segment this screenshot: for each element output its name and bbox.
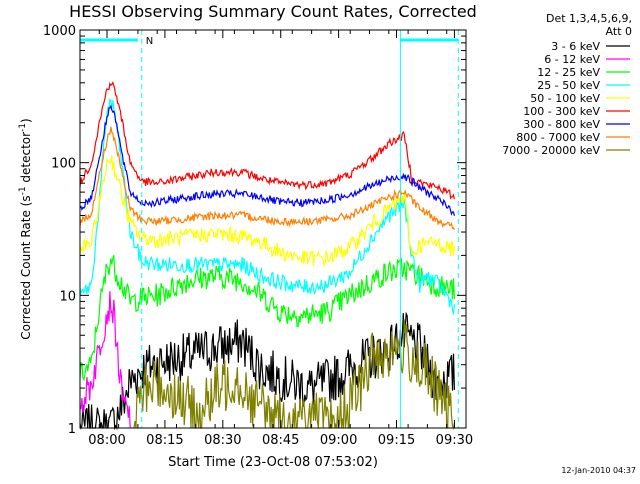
y-axis-label: Corrected Count Rate (s-1 detector-1) [18,118,33,339]
legend-header-line-1: Det 1,3,4,5,6,9, [546,12,632,25]
x-tick-label-4: 08:45 [262,433,299,448]
y-axis-label-part-3: ) [19,118,33,123]
legend-label-4: 25 - 50 keV [537,79,600,92]
y-axis-label-part-2: detector [19,132,33,187]
night-label: N [146,36,153,47]
axis-layer: 08:00 08:15 08:30 08:45 09:00 09:15 09:30 1 10 10… [43,24,473,448]
legend-label-6: 100 - 300 keV [523,105,600,118]
y-tick-label-2: 10 [59,289,76,304]
series-line-300-800-kev [79,104,455,216]
series-line-6-12-kev [79,291,131,429]
y-tick-label-3: 100 [51,157,76,172]
y-axis-label-part-1: Corrected Count Rate (s [19,195,33,339]
legend-label-3: 12 - 25 keV [537,66,600,79]
series-line-50-100-kev [79,155,455,268]
series-line-100-300-kev [79,81,455,200]
legend-label-8: 800 - 7000 keV [516,131,600,144]
x-tick-label-7: 09:30 [436,433,473,448]
y-tick-label-1: 1 [68,422,76,437]
x-tick-label-3: 08:30 [204,433,241,448]
timestamp: 12-Jan-2010 04:37 [561,466,636,475]
series-line-800-7000-kev [79,126,455,231]
chart-title: HESSI Observing Summary Count Rates, Cor… [69,2,477,21]
legend-label-1: 3 - 6 keV [551,40,600,53]
series-line-12-25-kev [79,254,455,382]
x-tick-label-5: 09:00 [320,433,357,448]
series-layer [79,81,455,431]
y-axis-label-exp-1: -1 [18,186,28,195]
legend-header-line-2: Att 0 [606,25,632,38]
x-tick-label-2: 08:15 [146,433,183,448]
annotation-layer: N [80,30,459,428]
series-line-25-50-kev [79,98,455,315]
x-axis-label: Start Time (23-Oct-08 07:53:02) [168,455,378,470]
y-tick-label-4: 1000 [43,24,76,39]
legend-label-2: 6 - 12 keV [544,53,600,66]
legend-label-9: 7000 - 20000 keV [502,144,600,157]
x-tick-label-1: 08:00 [88,433,125,448]
legend-label-7: 300 - 800 keV [523,118,600,131]
legend-label-5: 50 - 100 keV [530,92,600,105]
x-tick-label-6: 09:15 [378,433,415,448]
y-axis-label-exp-2: -1 [18,123,28,132]
